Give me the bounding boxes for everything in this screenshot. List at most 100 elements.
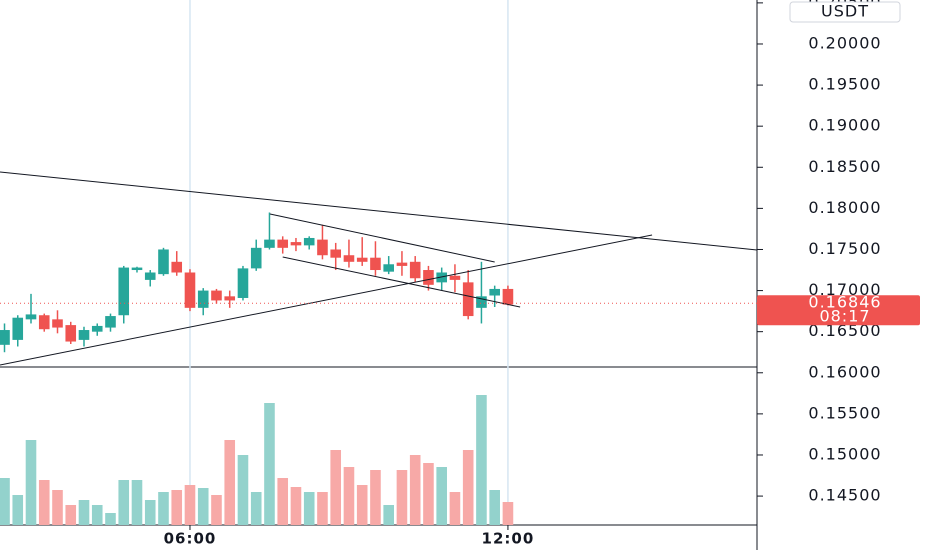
candle-body <box>290 242 302 246</box>
volume-bar <box>370 470 381 525</box>
y-tick-label: 0.14500 <box>808 486 881 505</box>
candle-body <box>383 264 395 272</box>
candle-body <box>12 317 24 340</box>
trendlines <box>0 171 758 366</box>
volume-bar <box>224 440 236 525</box>
y-tick-label: 0.16000 <box>808 362 881 381</box>
currency[interactable]: USDT <box>821 2 869 21</box>
volume-bar <box>12 495 24 525</box>
candle-body <box>423 270 434 285</box>
volume-bar <box>65 505 77 525</box>
candle-body <box>370 257 381 271</box>
candle-body <box>184 272 196 308</box>
volume-pane <box>0 395 514 525</box>
y-tick-label: 0.18000 <box>808 198 881 217</box>
y-tick-label: 0.15000 <box>808 444 881 463</box>
volume-bar <box>144 500 156 525</box>
candle-body <box>224 296 236 301</box>
volume-bar <box>423 463 434 525</box>
volume-bar <box>290 487 302 525</box>
currency-box[interactable] <box>789 1 901 23</box>
candle-body <box>65 325 77 342</box>
candle-body <box>211 290 222 301</box>
x-tick-label: 12:00 <box>482 530 535 548</box>
volume-bar <box>264 403 275 525</box>
candle-body <box>303 237 315 246</box>
volume-bar <box>502 502 514 525</box>
candle-body <box>396 262 408 266</box>
candle-body <box>144 272 156 280</box>
volume-bar <box>356 485 368 525</box>
trendline <box>282 256 521 308</box>
y-tick-label: 0.17500 <box>808 239 881 258</box>
candle-body <box>343 255 355 262</box>
volume-bar <box>91 505 103 525</box>
volume-bar <box>489 490 500 525</box>
volume-bar <box>330 450 342 525</box>
volume-bar <box>211 495 222 525</box>
candle-body <box>264 239 275 248</box>
y-tick-label: 0.18500 <box>808 157 881 176</box>
volume-bar <box>409 455 421 525</box>
candle-body <box>237 268 249 298</box>
candle-body <box>409 261 421 279</box>
candle-body <box>502 288 514 305</box>
candle-body <box>118 267 130 316</box>
volume-bar <box>78 500 90 525</box>
volume-bar <box>303 492 315 525</box>
trendline <box>269 213 495 263</box>
candle-body <box>91 325 103 332</box>
candle-body <box>476 296 487 308</box>
x-tick-label: 06:00 <box>164 530 217 548</box>
candle-body <box>277 239 289 248</box>
candle-body <box>78 330 90 340</box>
volume-bar <box>277 478 289 525</box>
candle-body <box>250 247 262 269</box>
volume-bar <box>343 467 355 525</box>
volume-bar <box>171 490 183 525</box>
volume-bar <box>52 490 63 525</box>
price-axis: 06:0012:000.205000.200000.195000.190000.… <box>164 0 920 548</box>
volume-bar <box>436 467 447 525</box>
volume-bar <box>0 478 10 525</box>
volume-bar <box>462 450 474 525</box>
volume-bar <box>396 470 408 525</box>
countdown: 08:17 <box>819 307 870 326</box>
volume-bar <box>449 492 461 525</box>
volume-bar <box>476 395 487 525</box>
volume-bar <box>237 455 249 525</box>
candle-body <box>0 330 10 345</box>
volume-bar <box>25 440 37 525</box>
candle-body <box>317 239 328 256</box>
volume-bar <box>197 488 209 525</box>
y-tick-label: 0.17000 <box>808 280 881 299</box>
candle-body <box>131 267 143 271</box>
candle-body <box>105 316 116 328</box>
volume-bar <box>38 480 50 525</box>
grid <box>189 0 509 525</box>
y-tick-label: 0.19000 <box>808 116 881 135</box>
volume-bar <box>317 492 328 525</box>
last-price-label: 0.16846 <box>808 293 881 312</box>
volume-bar <box>184 485 196 525</box>
y-tick-label: 0.15500 <box>808 403 881 422</box>
last-price-box <box>757 295 920 326</box>
trendline <box>0 234 653 366</box>
y-tick-label: 0.20000 <box>808 33 881 52</box>
candle-body <box>52 319 63 328</box>
candle-body <box>171 261 183 273</box>
volume-bar <box>105 513 116 525</box>
candle-body <box>38 315 50 330</box>
candles <box>0 212 514 353</box>
volume-bar <box>158 492 169 525</box>
y-tick-label: 0.19500 <box>808 75 881 94</box>
volume-bar <box>383 505 395 525</box>
trendline <box>0 171 758 251</box>
volume-bar <box>131 480 143 525</box>
volume-bar <box>250 492 262 525</box>
candle-body <box>25 314 37 320</box>
candle-body <box>197 290 209 308</box>
candle-body <box>462 282 474 317</box>
candle-body <box>356 257 368 262</box>
